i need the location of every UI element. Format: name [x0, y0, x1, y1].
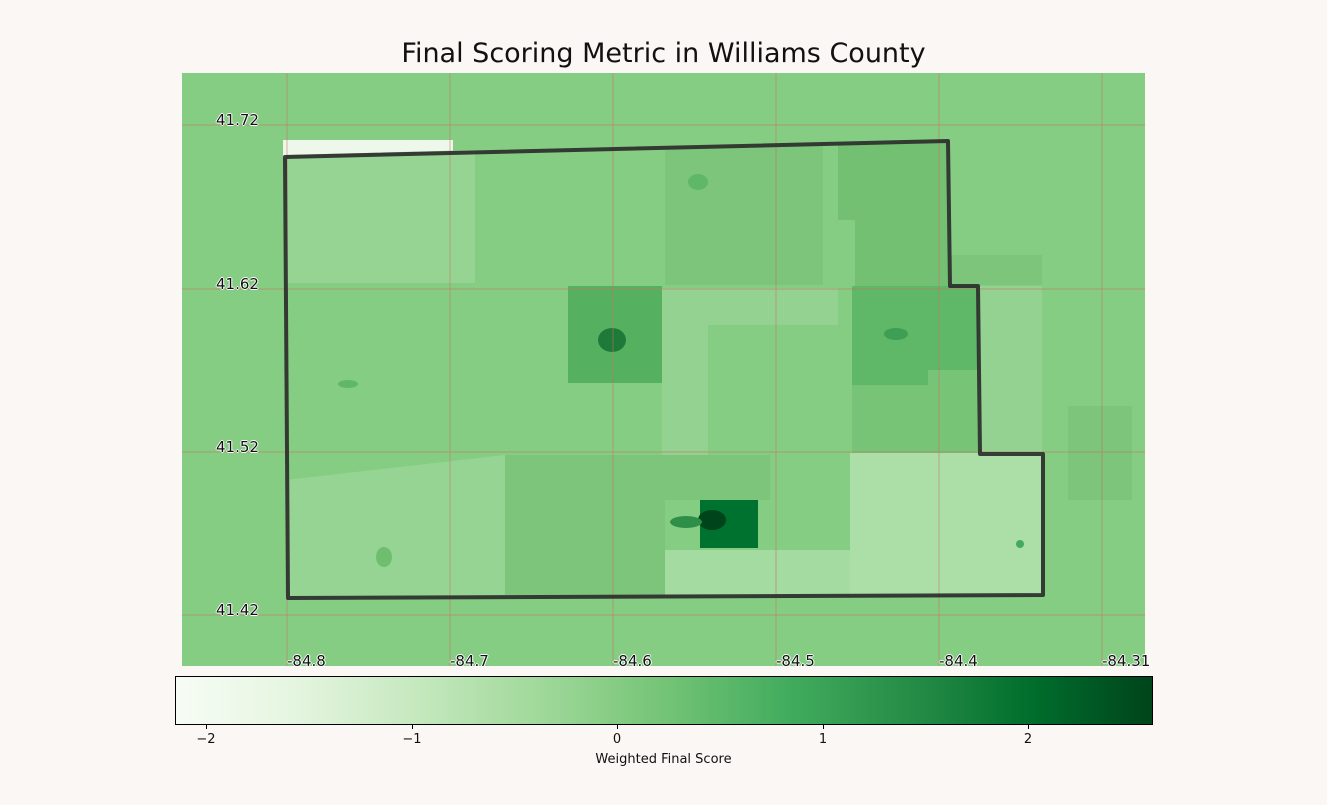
colorbar-label: Weighted Final Score — [595, 752, 732, 767]
hotspot — [338, 380, 358, 388]
lat-label: 41.62 — [216, 275, 259, 293]
lat-label: 41.52 — [216, 438, 259, 456]
hotspot — [670, 516, 702, 528]
lon-label: -84.4 — [939, 652, 978, 670]
lat-label: 41.72 — [216, 111, 259, 129]
hotspot — [376, 547, 392, 567]
zone-south-central — [505, 455, 770, 595]
hotspot — [598, 328, 626, 352]
colorbar-tick-label: −1 — [402, 732, 422, 747]
hotspot — [884, 328, 908, 340]
zone-northwest — [286, 150, 475, 283]
zone-east-lower — [852, 370, 978, 453]
lon-label: -84.6 — [613, 652, 652, 670]
hotspot — [698, 510, 726, 530]
zone-north-central — [475, 146, 665, 283]
colorbar-tick-label: 2 — [1023, 732, 1033, 747]
colorbar — [175, 676, 1153, 725]
zone-north-east2 — [838, 141, 948, 286]
colorbar-tick-label: 0 — [612, 732, 622, 747]
zone-south-light — [665, 550, 850, 595]
zone-east-strip — [978, 286, 1042, 453]
colorbar-tick — [617, 724, 618, 729]
zone-north-east1 — [665, 145, 823, 285]
page-title: Final Scoring Metric in Williams County — [401, 38, 926, 69]
lon-label: -84.8 — [287, 652, 326, 670]
zone-center-mid — [708, 325, 852, 420]
colorbar-tick — [823, 724, 824, 729]
colorbar-tick-label: −2 — [196, 732, 216, 747]
zone-east-central — [852, 286, 978, 385]
raster-patch — [950, 255, 1042, 285]
lon-label: -84.31 — [1102, 652, 1151, 670]
colorbar-tick — [206, 724, 207, 729]
zone-center-light — [662, 288, 838, 455]
lat-label: 41.42 — [216, 601, 259, 619]
colorbar-tick — [1028, 724, 1029, 729]
raster-patch — [1068, 406, 1132, 500]
lon-label: -84.7 — [450, 652, 489, 670]
colorbar-tick-label: 1 — [818, 732, 828, 747]
hotspot — [1016, 540, 1024, 548]
colorbar-tick — [412, 724, 413, 729]
zone-southwest — [286, 455, 505, 598]
county-boundary — [283, 139, 1045, 600]
zone-west-central — [286, 283, 568, 455]
hotspot — [688, 174, 708, 190]
zone-southeast — [850, 453, 1042, 595]
lon-label: -84.5 — [776, 652, 815, 670]
